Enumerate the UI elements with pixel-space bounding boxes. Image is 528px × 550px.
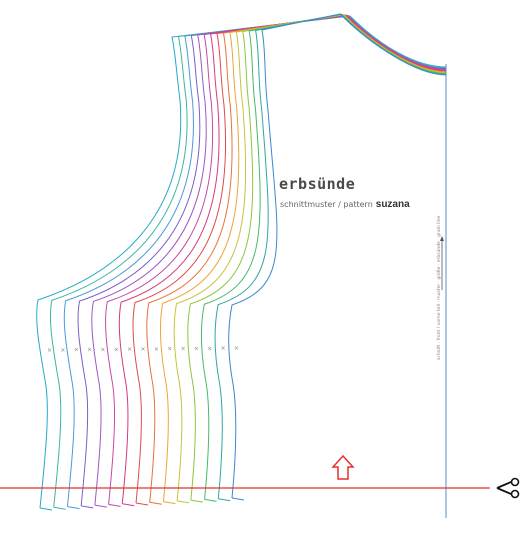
- pattern-name: suzana: [375, 199, 410, 210]
- size-outline: [146, 14, 447, 503]
- hem-segment: [135, 502, 149, 506]
- size-outline: [214, 13, 447, 499]
- brand-logo: erbsünde: [279, 175, 356, 193]
- hem-segment: [81, 505, 94, 509]
- size-outline: [173, 14, 447, 501]
- notch-mark: ×: [127, 346, 132, 353]
- hem-segment: [190, 499, 203, 503]
- notch-mark: ×: [74, 347, 79, 354]
- notch-mark: ×: [87, 347, 92, 354]
- notch-mark: ×: [154, 346, 159, 353]
- hem-segment: [218, 498, 231, 502]
- size-outline: [91, 14, 447, 506]
- notch-mark: ×: [100, 346, 105, 353]
- subtitle-text: schnittmuster / pattern: [280, 200, 373, 209]
- notch-mark: ×: [114, 346, 119, 353]
- grain-line-arrow: [440, 236, 444, 241]
- hem-segment: [53, 506, 66, 510]
- hem-segment: [204, 498, 217, 502]
- pattern-subtitle: schnittmuster / pattern suzana: [280, 199, 410, 210]
- size-outline: [63, 15, 447, 507]
- notch-mark: ×: [221, 345, 226, 352]
- size-outline: [187, 13, 447, 501]
- hem-segment: [108, 503, 121, 507]
- size-outline-group: × × × × × × × × × × × × × × ×: [36, 13, 447, 511]
- notch-mark: ×: [167, 346, 172, 353]
- notch-mark: ×: [181, 346, 186, 353]
- side-note-text: schnitt · front / vorne teil · muster · …: [437, 215, 442, 360]
- notch-mark: ×: [60, 347, 65, 354]
- size-outline: [77, 15, 447, 506]
- notch-mark: ×: [234, 345, 239, 352]
- hem-segment: [67, 506, 80, 510]
- notch-mark: ×: [47, 347, 52, 354]
- hem-segment: [122, 503, 135, 507]
- hem-segment: [94, 504, 107, 508]
- notch-mark: ×: [141, 346, 146, 353]
- size-outline: [200, 13, 447, 500]
- hem-segment: [231, 497, 245, 501]
- size-outline: [105, 14, 447, 505]
- scissors-icon: [496, 477, 520, 499]
- up-arrow-icon: [331, 454, 355, 480]
- size-outline: [228, 13, 447, 499]
- hem-segment: [163, 501, 176, 505]
- size-outline: [49, 15, 447, 508]
- hem-segment: [149, 501, 162, 505]
- notch-mark: ×: [194, 345, 199, 352]
- hem-segment: [39, 507, 53, 511]
- notch-mark: ×: [207, 345, 212, 352]
- hem-segment: [177, 500, 190, 504]
- size-outline: [132, 14, 447, 504]
